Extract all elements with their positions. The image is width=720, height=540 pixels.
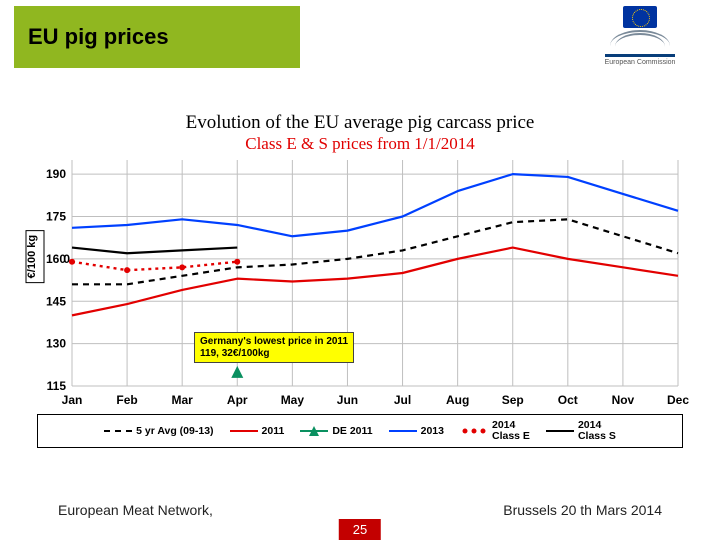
line-chart: 115130145160175190JanFebMarAprMayJunJulA… [24, 154, 696, 414]
svg-text:115: 115 [47, 379, 67, 393]
page-number: 25 [339, 519, 381, 540]
slide: EU pig prices European Commission Evolut… [0, 0, 720, 540]
footer-left: European Meat Network, [58, 502, 213, 518]
chart-title-line2: Class E & S prices from 1/1/2014 [24, 134, 696, 154]
svg-text:190: 190 [46, 167, 66, 181]
svg-text:Sep: Sep [502, 393, 524, 407]
svg-text:0: 0 [63, 252, 70, 266]
legend-item: 2014Class E [460, 420, 530, 442]
svg-text:Feb: Feb [116, 393, 137, 407]
svg-text:May: May [281, 393, 305, 407]
header: EU pig prices European Commission [0, 0, 720, 74]
svg-text:Apr: Apr [227, 393, 248, 407]
svg-text:Jun: Jun [337, 393, 358, 407]
ec-logo: European Commission [590, 6, 690, 66]
legend-item: DE 2011 [300, 425, 372, 437]
svg-text:Jul: Jul [394, 393, 411, 407]
chart-annotation: Germany's lowest price in 2011119, 32€/1… [194, 332, 354, 363]
svg-text:175: 175 [46, 210, 66, 224]
legend-item: 2013 [389, 425, 444, 437]
chart-area: Evolution of the EU average pig carcass … [24, 112, 696, 448]
svg-text:Oct: Oct [558, 393, 578, 407]
logo-text: European Commission [590, 59, 690, 66]
svg-text:Jan: Jan [62, 393, 83, 407]
svg-text:Mar: Mar [172, 393, 194, 407]
svg-text:145: 145 [46, 294, 66, 308]
legend-item: 2011 [230, 425, 285, 437]
svg-text:130: 130 [46, 337, 66, 351]
chart-legend: 5 yr Avg (09-13) 2011 DE 2011 2013 2014Class… [37, 414, 683, 448]
svg-text:Nov: Nov [612, 393, 635, 407]
eu-flag-icon [623, 6, 657, 28]
svg-text:Aug: Aug [446, 393, 469, 407]
svg-text:€/100 kg: €/100 kg [26, 235, 38, 278]
footer-right: Brussels 20 th Mars 2014 [503, 502, 662, 518]
chart-title: Evolution of the EU average pig carcass … [24, 112, 696, 154]
commission-arcs-icon [610, 30, 670, 50]
slide-title: EU pig prices [14, 6, 300, 68]
svg-text:Dec: Dec [667, 393, 689, 407]
legend-item: 2014Class S [546, 420, 616, 442]
footer: European Meat Network, Brussels 20 th Ma… [0, 502, 720, 518]
legend-item: 5 yr Avg (09-13) [104, 425, 213, 437]
chart-title-line1: Evolution of the EU average pig carcass … [24, 112, 696, 134]
